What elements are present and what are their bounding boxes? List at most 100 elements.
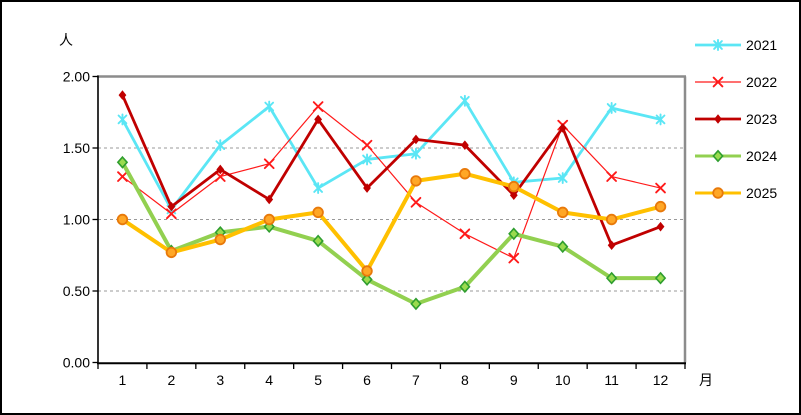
series-2023-point-1: [118, 90, 127, 100]
y-tick-label: 0.00: [63, 355, 90, 371]
series-2022-point-3: [214, 171, 226, 182]
x-axis-unit-label: 月: [699, 372, 713, 388]
series-2024-point-6: [361, 273, 373, 286]
legend-label-2022: 2022: [746, 74, 778, 91]
series-2022-point-1: [117, 171, 128, 182]
legend-marker-2025: [712, 186, 724, 199]
series-2024-point-1: [116, 155, 129, 169]
series-2021-point-10-stroke: [557, 173, 568, 183]
x-tick-label: 3: [216, 372, 224, 388]
series-2023-line: [121, 93, 662, 247]
series-2023-point-10: [558, 123, 567, 133]
legend-marker-2023: [714, 114, 722, 124]
series-2022-point-3-stroke: [214, 171, 226, 182]
series-2025-point-2: [165, 246, 178, 259]
series-2021-point-6: [362, 153, 372, 166]
series-2023-point-4: [265, 194, 274, 205]
series-2024-point-10: [557, 240, 569, 254]
series-2022-point-2: [166, 208, 177, 220]
y-tick-label: 1.00: [63, 212, 90, 228]
legend-key-2021: [695, 39, 741, 52]
series-2025-point-7: [410, 175, 422, 187]
series-2022-point-12: [655, 182, 666, 194]
legend-item-2021: 2021: [694, 27, 777, 64]
legend-label-2025: 2025: [746, 184, 778, 201]
series-2024-point-11: [605, 271, 618, 285]
x-tick-label: 9: [510, 372, 518, 388]
series-2023-point-12: [656, 221, 665, 232]
series-2022-point-8: [459, 228, 471, 240]
series-2022-point-2-stroke: [166, 208, 177, 220]
y-tick-label: 2.00: [63, 69, 90, 85]
series-2023-point-6: [363, 183, 371, 193]
chart-legend: 2021 2022 2023 2024 2025: [694, 27, 777, 211]
series-2021-point-3-stroke: [215, 140, 226, 150]
legend-label-2024: 2024: [746, 147, 778, 164]
series-2021-point-1-stroke: [117, 114, 128, 125]
series-2022-point-5: [312, 101, 324, 112]
legend-label-2021: 2021: [746, 37, 778, 54]
legend-key-2024: [695, 149, 741, 163]
series-2025-point-11: [605, 213, 618, 226]
legend-item-2025: 2025: [694, 174, 777, 211]
x-tick-label: 4: [265, 372, 273, 388]
series-2021-point-7: [411, 147, 421, 160]
legend-item-2024: 2024: [694, 137, 777, 174]
series-2025-point-12: [654, 200, 667, 213]
series-2022-point-9-stroke: [508, 252, 520, 264]
legend-key-2023: [695, 114, 741, 124]
series-2022-point-11-stroke: [606, 171, 617, 182]
series-2022-point-8-stroke: [459, 228, 471, 240]
series-2025-point-4: [263, 213, 275, 226]
legend-key-2022: [695, 76, 741, 88]
series-2022-point-12-stroke: [655, 182, 666, 194]
series-2022-point-9: [508, 252, 520, 264]
series-2022-point-1-stroke: [117, 171, 128, 182]
series-2024-line: [120, 160, 663, 306]
series-2023-point-3: [216, 164, 225, 175]
series-2025-point-5: [312, 206, 324, 219]
x-tick-label: 12: [653, 372, 669, 388]
series-2021-point-11-stroke: [606, 103, 617, 113]
series-2023-point-2: [167, 201, 176, 212]
series-2021-point-6-stroke: [362, 154, 372, 165]
series-2024-point-9: [508, 227, 520, 241]
series-2025-point-9: [508, 180, 520, 193]
series-2023-point-5: [314, 114, 323, 125]
legend-marker-2022: [712, 76, 724, 88]
series-2024-point-12: [654, 271, 667, 285]
x-tick-label: 5: [314, 372, 322, 388]
x-tick-label: 6: [363, 372, 371, 388]
legend-label-2023: 2023: [746, 110, 778, 127]
series-2022-point-7-stroke: [410, 196, 422, 208]
series-2021-point-12-stroke: [655, 114, 666, 125]
x-tick-label: 1: [119, 372, 127, 388]
y-axis-unit-label: 人: [59, 32, 73, 48]
legend-marker-2022-stroke: [712, 76, 724, 88]
series-2021-point-10: [557, 172, 568, 184]
series-2022-point-4: [263, 158, 275, 170]
legend-item-2022: 2022: [694, 64, 777, 101]
series-2025-line: [120, 171, 663, 273]
legend-item-2023: 2023: [694, 101, 777, 138]
series-2025-point-1: [116, 213, 129, 226]
y-tick-label: 0.50: [63, 283, 90, 299]
series-2022-point-5-stroke: [312, 101, 324, 112]
x-tick-label: 10: [555, 372, 571, 388]
series-2022-point-6: [361, 139, 373, 151]
legend-marker-2021: [713, 39, 723, 52]
series-2023-point-8: [460, 140, 469, 150]
series-2024-point-7: [410, 297, 422, 311]
series-2021-point-5: [313, 182, 323, 194]
series-2023-point-7: [412, 134, 420, 145]
legend-marker-2024: [712, 149, 724, 163]
series-2022-point-11: [606, 171, 617, 182]
series-2021-point-3: [215, 139, 226, 152]
series-2021-point-4: [264, 100, 275, 113]
series-2023-point-11: [607, 240, 616, 251]
series-2022-line: [121, 105, 662, 259]
series-2021-point-1: [117, 113, 128, 126]
series-2021-point-8: [460, 94, 470, 107]
